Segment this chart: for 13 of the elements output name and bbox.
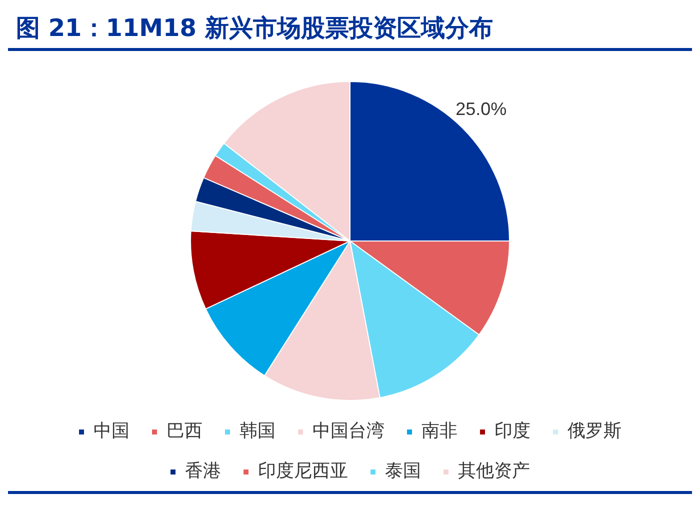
legend-label: 香港 — [185, 460, 221, 482]
legend-label: 中国台湾 — [312, 420, 384, 442]
legend-label: 南非 — [422, 420, 458, 442]
chart-title: 图 21：11M18 新兴市场股票投资区域分布 — [8, 8, 692, 51]
legend-label: 巴西 — [166, 420, 202, 442]
data-label: 25.0% — [456, 98, 507, 119]
legend-label: 其他资产 — [458, 460, 530, 482]
legend-label: 韩国 — [240, 420, 276, 442]
legend-label: 中国 — [94, 420, 130, 442]
legend-label: 印度尼西亚 — [258, 460, 348, 482]
legend-label: 印度 — [494, 420, 530, 442]
legend-label: 泰国 — [385, 460, 421, 482]
legend-label: 俄罗斯 — [568, 420, 622, 442]
